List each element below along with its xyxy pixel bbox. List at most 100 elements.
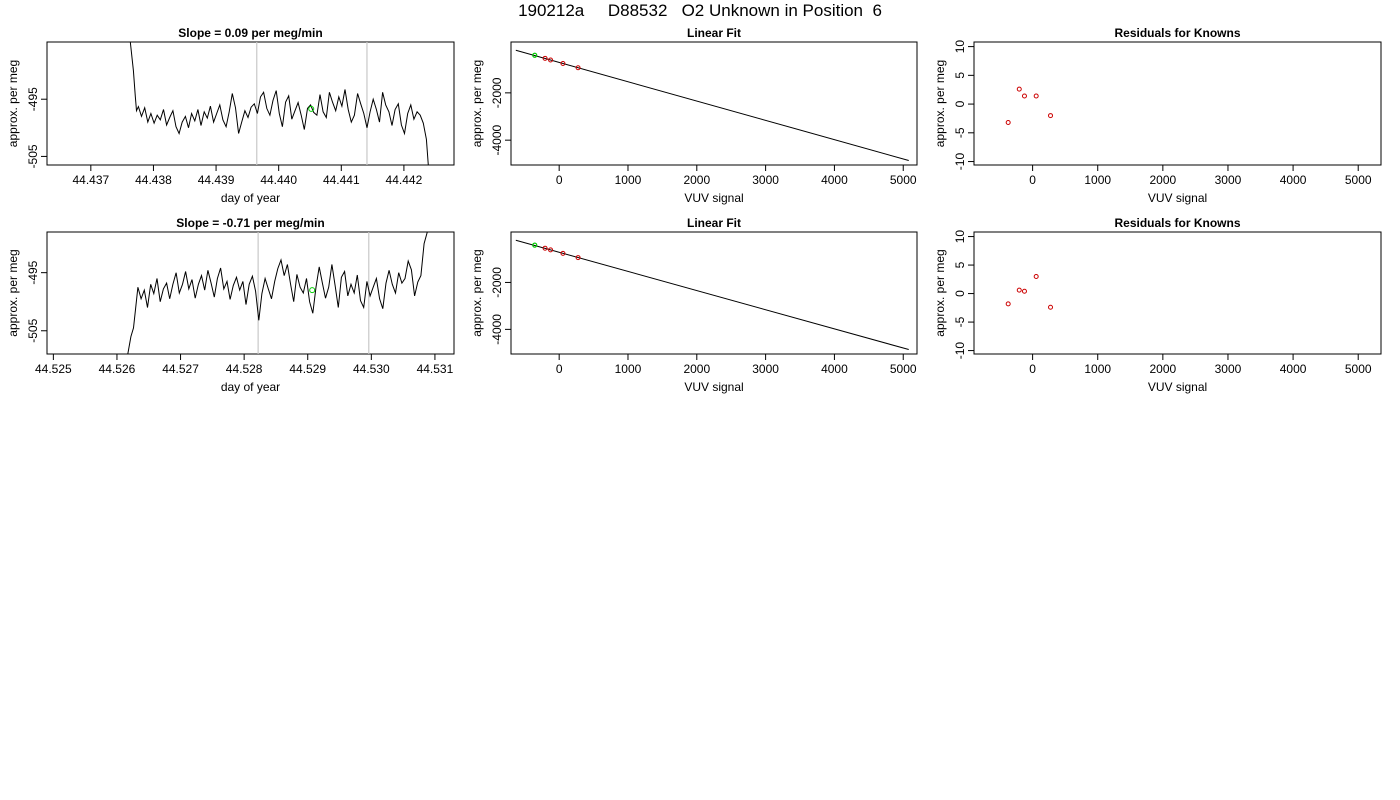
panel-6: Residuals for Knowns 0 1000 2000 3000 4000 500… — [933, 216, 1382, 394]
x-tick-label: 5000 — [890, 173, 917, 187]
unknown-point — [308, 105, 315, 112]
plot-frame — [46, 41, 455, 166]
unknown-point — [532, 52, 538, 58]
known-point — [1048, 304, 1054, 310]
plot-area — [515, 49, 909, 161]
x-tick-label: 1000 — [1084, 362, 1111, 376]
x-tick-label: 1000 — [1084, 173, 1111, 187]
x-tick-label: 44.525 — [35, 362, 72, 376]
known-point — [1021, 288, 1027, 294]
chart-title: Slope = -0.71 per meg/min — [176, 216, 324, 230]
y-tick-label: 10 — [953, 40, 967, 54]
data-trace — [129, 42, 429, 165]
y-axis-label: approx. per meg — [933, 60, 947, 147]
plot-frame — [510, 41, 918, 166]
y-tick-label: -495 — [26, 87, 40, 111]
plot-frame — [973, 41, 1382, 166]
y-tick-label: -10 — [953, 153, 967, 171]
known-point — [1005, 301, 1011, 307]
x-tick-label: 5000 — [1345, 173, 1372, 187]
x-tick-label: 5000 — [890, 362, 917, 376]
x-tick-label: 44.531 — [417, 362, 454, 376]
fit-line — [515, 239, 909, 351]
x-tick-label: 0 — [1029, 362, 1036, 376]
y-tick-label: 0 — [953, 290, 967, 297]
x-tick-label: 44.440 — [260, 173, 297, 187]
x-tick-label: 3000 — [1215, 362, 1242, 376]
unknown-point — [309, 287, 316, 294]
x-axis-label: VUV signal — [1148, 191, 1207, 205]
y-tick-label: -4000 — [490, 124, 504, 155]
y-tick-label: -5 — [953, 127, 967, 138]
x-tick-label: 44.437 — [72, 173, 109, 187]
x-tick-label: 44.530 — [353, 362, 390, 376]
x-axis-label: day of year — [221, 191, 280, 205]
known-point — [548, 57, 554, 63]
x-tick-label: 44.439 — [198, 173, 235, 187]
known-point — [560, 61, 566, 67]
plot-frame — [973, 231, 1382, 355]
known-point — [1005, 119, 1011, 125]
panel-3: Residuals for Knowns 0 1000 2000 3000 4000 500… — [933, 26, 1382, 205]
known-point — [575, 255, 581, 261]
plot-frame — [46, 231, 455, 355]
x-tick-label: 4000 — [1280, 173, 1307, 187]
x-axis-label: day of year — [221, 380, 280, 394]
x-tick-label: 44.442 — [386, 173, 423, 187]
x-tick-label: 44.526 — [99, 362, 136, 376]
y-axis-label: approx. per meg — [6, 60, 20, 147]
x-tick-label: 3000 — [1215, 173, 1242, 187]
x-axis-label: VUV signal — [684, 380, 743, 394]
y-axis-label: approx. per meg — [470, 60, 484, 147]
known-point — [542, 245, 548, 251]
page-title: 190212a D88532 O2 Unknown in Position 6 — [518, 1, 882, 20]
chart-title: Linear Fit — [687, 26, 741, 40]
x-tick-label: 44.529 — [289, 362, 326, 376]
plot-frame — [510, 231, 918, 355]
plot-area — [1005, 86, 1054, 125]
panel-5: Linear Fit 0 1000 2000 3000 4000 5000 -4000 -200… — [470, 216, 918, 394]
y-tick-label: -10 — [953, 342, 967, 360]
x-axis-label: VUV signal — [684, 191, 743, 205]
x-axis-label: VUV signal — [1148, 380, 1207, 394]
known-point — [542, 55, 548, 61]
x-tick-label: 3000 — [752, 362, 779, 376]
x-tick-label: 2000 — [1149, 362, 1176, 376]
y-tick-label: -505 — [26, 318, 40, 342]
x-tick-label: 44.441 — [323, 173, 360, 187]
x-tick-label: 2000 — [683, 173, 710, 187]
known-point — [1048, 113, 1054, 119]
x-tick-label: 4000 — [821, 173, 848, 187]
x-tick-label: 2000 — [1149, 173, 1176, 187]
known-point — [575, 65, 581, 71]
x-tick-label: 0 — [1029, 173, 1036, 187]
known-point — [1033, 273, 1039, 279]
x-tick-label: 0 — [556, 173, 563, 187]
known-point — [1016, 86, 1022, 92]
x-tick-label: 3000 — [752, 173, 779, 187]
plot-area — [1005, 273, 1054, 310]
plot-area — [129, 42, 429, 165]
y-tick-label: 0 — [953, 100, 967, 107]
x-tick-label: 44.438 — [135, 173, 172, 187]
plot-area — [515, 239, 909, 351]
unknown-point — [532, 242, 538, 248]
x-tick-label: 4000 — [1280, 362, 1307, 376]
x-tick-label: 0 — [556, 362, 563, 376]
y-tick-label: 10 — [953, 230, 967, 244]
x-tick-label: 1000 — [615, 173, 642, 187]
known-point — [560, 250, 566, 256]
known-point — [1016, 287, 1022, 293]
panel-4: Slope = -0.71 per meg/min 44.525 44.526 44.… — [6, 216, 455, 394]
x-tick-label: 2000 — [683, 362, 710, 376]
x-tick-label: 44.528 — [226, 362, 263, 376]
known-point — [548, 247, 554, 253]
known-point — [1033, 93, 1039, 99]
y-tick-label: -495 — [26, 260, 40, 284]
chart-title: Linear Fit — [687, 216, 741, 230]
y-tick-label: 5 — [953, 72, 967, 79]
y-tick-label: -4000 — [490, 314, 504, 345]
plot-area — [127, 232, 428, 354]
data-trace — [127, 232, 428, 354]
